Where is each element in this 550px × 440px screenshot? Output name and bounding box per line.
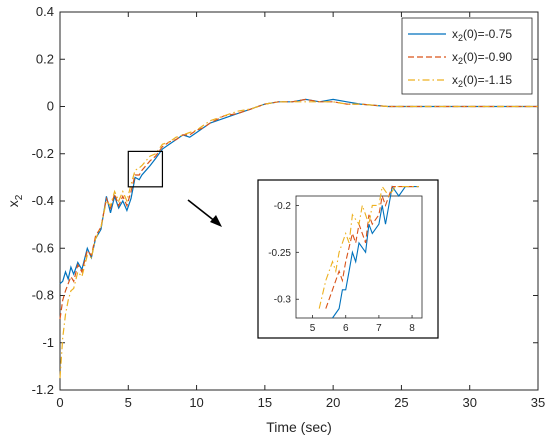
inset-x-tick-label: 5 (310, 323, 316, 334)
legend: x2(0)=-0.75 x2(0)=-0.90 x2(0)=-1.15 (401, 17, 533, 95)
inset-x-tick-label: 7 (376, 323, 382, 334)
x-tick-label: 30 (462, 395, 476, 410)
inset-series-line (318, 185, 419, 309)
y-tick-label: -1.2 (32, 382, 54, 397)
inset-series (318, 185, 419, 319)
x-tick-label: 0 (56, 395, 63, 410)
series-line (59, 98, 538, 285)
zoom-arrow (187, 199, 222, 227)
series-line (59, 98, 538, 320)
legend-label: x2(0)=-1.15 (452, 73, 512, 89)
y-tick-label: -0.8 (32, 288, 54, 303)
inset-zoom: 5 6 7 8 -0.2 -0.25 -0.3 (257, 179, 439, 339)
inset-y-tick-label: -0.25 (268, 248, 291, 259)
y-tick-label: -0.4 (32, 193, 54, 208)
x-tick-label: 5 (125, 395, 132, 410)
y-tick-label: 0.2 (36, 51, 54, 66)
x-tick-label: 35 (531, 395, 545, 410)
x-tick-label: 20 (326, 395, 340, 410)
inset-ticks: 5 6 7 8 -0.2 -0.25 -0.3 (268, 201, 415, 334)
inset-y-tick-label: -0.2 (274, 201, 292, 212)
y-axis-label: x2 (5, 194, 25, 207)
y-tick-label: -0.2 (32, 146, 54, 161)
y-tick-label: -0.6 (32, 240, 54, 255)
series-layer (59, 98, 538, 379)
y-tick-label: -1 (42, 335, 54, 350)
legend-label: x2(0)=-0.90 (452, 50, 512, 66)
zoom-box (127, 150, 164, 188)
x-tick-label: 10 (189, 395, 203, 410)
legend-label: x2(0)=-0.75 (452, 27, 512, 43)
y-tick-label: 0.4 (36, 4, 54, 19)
x-tick-label: 15 (258, 395, 272, 410)
inset-y-tick-label: -0.3 (274, 295, 292, 306)
inset-plot-area (295, 195, 423, 319)
inset-x-tick-label: 6 (343, 323, 349, 334)
x-axis-label: Time (sec) (266, 419, 332, 435)
inset-series-line (325, 186, 419, 309)
x-tick-label: 25 (394, 395, 408, 410)
inset-x-tick-label: 8 (409, 323, 415, 334)
inset-series-line (332, 185, 419, 319)
axis-ticks: 0 5 10 15 20 25 30 35 0.4 0.2 0 -0.2 -0.4 -0.6 -0.8 -1 -… (32, 4, 546, 410)
y-tick-label: 0 (47, 99, 54, 114)
legend-box (401, 17, 533, 95)
